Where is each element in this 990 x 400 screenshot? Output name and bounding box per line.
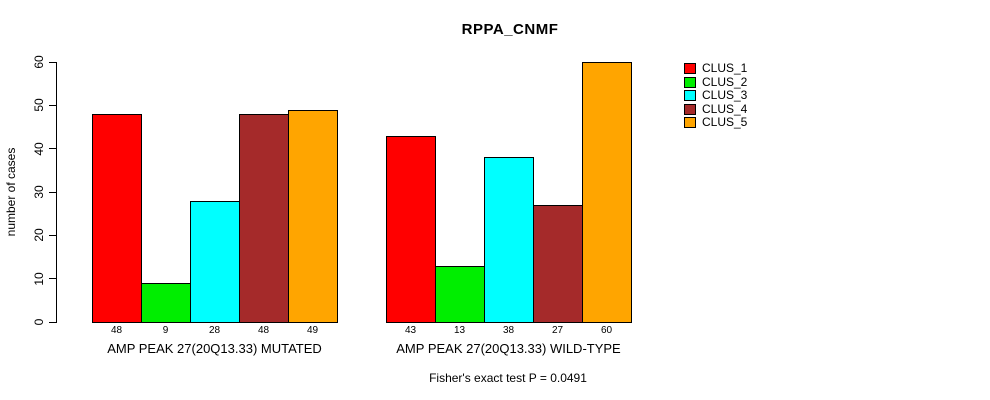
y-tick-label: 40 bbox=[32, 141, 46, 156]
y-tick-mark bbox=[49, 148, 56, 150]
y-tick-label: 0 bbox=[32, 318, 46, 326]
y-axis-line bbox=[56, 62, 57, 323]
bar-value-label: 28 bbox=[208, 325, 221, 336]
bar-clus_4-group2 bbox=[533, 205, 583, 323]
group-axis-label: AMP PEAK 27(20Q13.33) MUTATED bbox=[107, 341, 322, 356]
legend-swatch-icon bbox=[684, 63, 696, 75]
group-axis-label: AMP PEAK 27(20Q13.33) WILD-TYPE bbox=[396, 341, 621, 356]
bar-clus_2-group2 bbox=[435, 266, 485, 323]
legend-swatch-icon bbox=[684, 76, 696, 88]
legend-entry: CLUS_5 bbox=[684, 116, 747, 130]
y-tick-mark bbox=[49, 61, 56, 63]
bar-clus_1-group2 bbox=[386, 136, 436, 323]
y-tick-label: 20 bbox=[32, 228, 46, 243]
legend-entry: CLUS_4 bbox=[684, 101, 748, 117]
y-tick-label: 30 bbox=[32, 185, 46, 199]
legend-label: CLUS_2 bbox=[702, 74, 748, 89]
bar-clus_5-group2 bbox=[582, 62, 632, 323]
legend-label: CLUS_3 bbox=[702, 88, 748, 103]
y-tick-mark bbox=[49, 191, 56, 193]
y-tick-label: 60 bbox=[32, 55, 46, 69]
legend-label: CLUS_5 bbox=[702, 115, 748, 130]
legend-label: CLUS_4 bbox=[702, 101, 748, 116]
bar-value-label: 38 bbox=[502, 325, 515, 336]
bar-value-label: 49 bbox=[306, 325, 319, 336]
y-tick-mark bbox=[49, 104, 56, 106]
bar-clus_4-group1 bbox=[239, 114, 289, 323]
legend-swatch-icon bbox=[684, 117, 696, 129]
chart-title: RPPA_CNMF bbox=[461, 21, 559, 38]
y-tick-mark bbox=[49, 321, 56, 323]
bar-value-label: 48 bbox=[110, 325, 123, 336]
footnote-pvalue: Fisher's exact test P = 0.0491 bbox=[429, 371, 587, 385]
bar-value-label: 43 bbox=[404, 325, 417, 336]
bar-value-label: 13 bbox=[453, 325, 466, 336]
bar-clus_1-group1 bbox=[92, 114, 142, 323]
bar-clus_3-group1 bbox=[190, 201, 240, 323]
bar-value-label: 27 bbox=[551, 325, 564, 336]
legend-swatch-icon bbox=[684, 103, 696, 115]
y-tick-mark bbox=[49, 234, 56, 236]
y-tick-label: 50 bbox=[32, 98, 46, 113]
legend-swatch-icon bbox=[684, 90, 696, 102]
bar-value-label: 9 bbox=[162, 325, 169, 336]
legend-label: CLUS_1 bbox=[702, 61, 748, 76]
bar-clus_5-group1 bbox=[288, 110, 338, 323]
y-tick-mark bbox=[49, 278, 56, 280]
bar-value-label: 48 bbox=[257, 325, 270, 336]
legend-entry: CLUS_1 bbox=[684, 62, 747, 76]
bar-value-label: 60 bbox=[600, 325, 613, 336]
bar-clus_2-group1 bbox=[141, 283, 191, 323]
y-axis-title: number of cases bbox=[4, 147, 18, 237]
bar-clus_3-group2 bbox=[484, 157, 534, 323]
legend-entry: CLUS_2 bbox=[684, 74, 748, 90]
y-tick-label: 10 bbox=[32, 271, 46, 286]
legend-entry: CLUS_3 bbox=[684, 89, 747, 103]
legend: CLUS_1 CLUS_2 CLUS_3 CLUS_4 CLUS_5 bbox=[684, 62, 747, 130]
